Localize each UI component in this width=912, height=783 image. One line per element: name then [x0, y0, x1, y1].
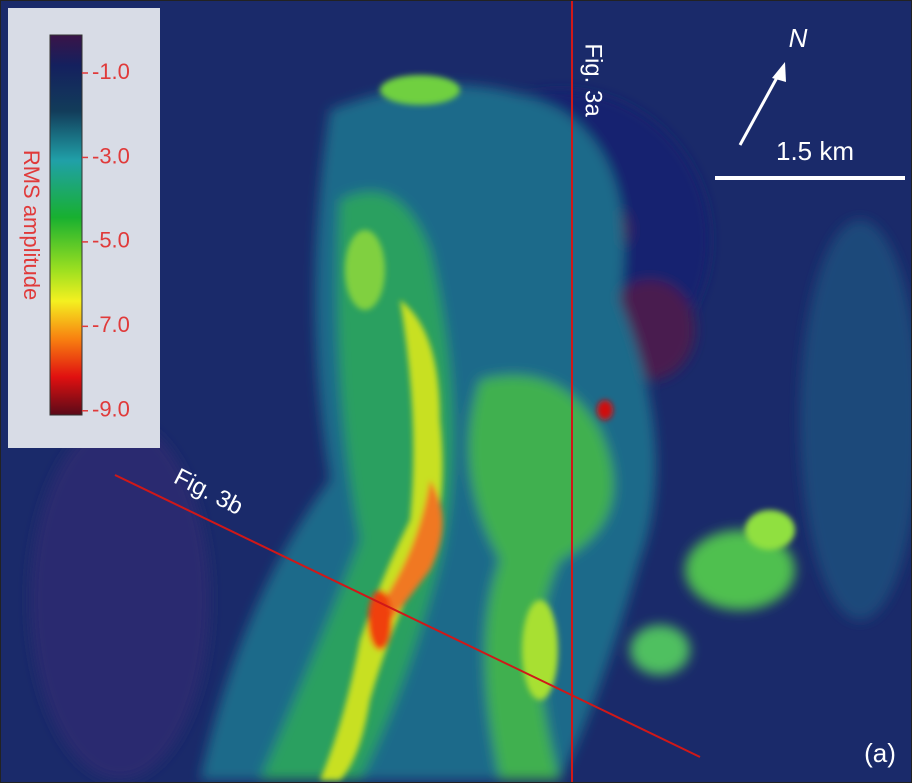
- colorbar: [50, 35, 82, 415]
- colorbar-tick-label: -5.0: [92, 228, 130, 253]
- colorbar-tick-label: -9.0: [92, 397, 130, 422]
- section-label-a: Fig. 3a: [580, 43, 607, 117]
- scale-label: 1.5 km: [776, 136, 854, 166]
- north-label: N: [789, 23, 808, 53]
- colorbar-tick-label: -1.0: [92, 59, 130, 84]
- colorbar-tick-label: -7.0: [92, 312, 130, 337]
- seismic-map: -1.0 -3.0 -5.0 -7.0 -9.0 RMS amplitude Fig. …: [0, 0, 912, 783]
- colorbar-tick-label: -3.0: [92, 143, 130, 168]
- panel-label: (a): [864, 738, 896, 768]
- colorbar-label: RMS amplitude: [19, 150, 44, 300]
